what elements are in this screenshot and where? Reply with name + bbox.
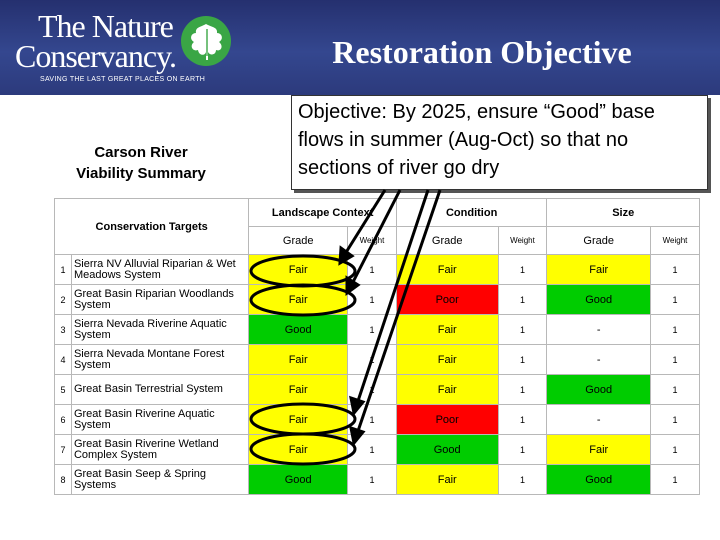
arrow-head-row6 — [349, 395, 366, 417]
arrow-head-row1 — [338, 245, 355, 266]
condition-weight: 1 — [497, 374, 548, 405]
condition-grade: Good — [395, 434, 499, 465]
viability-table: Conservation Targets Landscape Context C… — [53, 198, 700, 495]
target-name: Sierra NV Alluvial Riparian & Wet Meadow… — [70, 254, 250, 285]
arrow-head-row2 — [345, 275, 361, 296]
table-row: 8 Great Basin Seep & Spring Systems Good 1 F… — [54, 464, 700, 495]
highlight-ellipse-row2 — [249, 283, 357, 317]
condition-grade: Poor — [395, 404, 499, 435]
size-weight: 1 — [650, 374, 700, 405]
table-row: 6 Great Basin Riverine Aquatic System Fair… — [54, 404, 700, 435]
arrow-line-row1 — [343, 189, 387, 255]
table-row: 3 Sierra Nevada Riverine Aquatic System Go… — [54, 314, 700, 345]
logo-tagline: SAVING THE LAST GREAT PLACES ON EARTH — [40, 76, 206, 83]
grade-header: Grade — [546, 226, 652, 255]
condition-grade: Fair — [395, 464, 499, 495]
target-name: Great Basin Riparian Woodlands System — [70, 284, 250, 315]
target-name: Sierra Nevada Riverine Aquatic System — [70, 314, 250, 345]
size-grade: Good — [546, 374, 652, 405]
oak-leaf-icon — [181, 16, 231, 66]
size-weight: 1 — [650, 314, 700, 345]
header-band: The Nature Conservancy. SAVING THE LAST … — [0, 0, 720, 95]
logo-text-line2: Conservancy. — [15, 38, 177, 74]
size-weight: 1 — [650, 464, 700, 495]
size-grade: - — [546, 404, 652, 435]
target-name: Great Basin Seep & Spring Systems — [70, 464, 250, 495]
landscape-grade: Good — [248, 464, 349, 495]
highlight-ellipse-row7 — [249, 432, 357, 466]
viability-summary-label: Carson River Viability Summary — [50, 142, 232, 184]
condition-weight: 1 — [497, 284, 548, 315]
size-grade: Fair — [546, 434, 652, 465]
weight-header: Weight — [650, 226, 700, 255]
table-row: 2 Great Basin Riparian Woodlands System Fa… — [54, 284, 700, 315]
size-grade: Fair — [546, 254, 652, 285]
objective-callout: Objective: By 2025, ensure “Good” base f… — [291, 95, 708, 190]
size-weight: 1 — [650, 344, 700, 375]
condition-weight: 1 — [497, 314, 548, 345]
condition-grade: Poor — [395, 284, 499, 315]
arrow-head-row7 — [349, 425, 366, 447]
size-grade: - — [546, 314, 652, 345]
table-row: 1 Sierra NV Alluvial Riparian & Wet Meado… — [54, 254, 700, 285]
target-name: Great Basin Riverine Wetland Complex Sys… — [70, 434, 250, 465]
side-label-line1: Carson River — [94, 144, 188, 161]
condition-weight: 1 — [497, 344, 548, 375]
highlight-ellipse-row6 — [249, 402, 357, 436]
landscape-grade: Fair — [248, 374, 349, 405]
size-grade: Good — [546, 464, 652, 495]
condition-weight: 1 — [497, 464, 548, 495]
arrow-line-row2 — [350, 189, 402, 285]
landscape-grade: Fair — [248, 344, 349, 375]
page-title: Restoration Objective — [332, 34, 632, 70]
landscape-weight: 1 — [347, 464, 397, 495]
landscape-grade: Good — [248, 314, 349, 345]
logo-text-line1: The Nature — [38, 8, 174, 44]
arrow-line-row7 — [355, 189, 442, 435]
weight-header: Weight — [497, 226, 548, 255]
size-weight: 1 — [650, 254, 700, 285]
condition-grade: Fair — [395, 314, 499, 345]
grade-header: Grade — [248, 226, 349, 255]
table-body: 1 Sierra NV Alluvial Riparian & Wet Meado… — [54, 254, 700, 495]
size-grade: - — [546, 344, 652, 375]
target-name: Great Basin Riverine Aquatic System — [70, 404, 250, 435]
side-label-line2: Viability Summary — [76, 165, 206, 182]
arrow-line-row6 — [355, 189, 430, 405]
target-name: Great Basin Terrestrial System — [70, 374, 250, 405]
